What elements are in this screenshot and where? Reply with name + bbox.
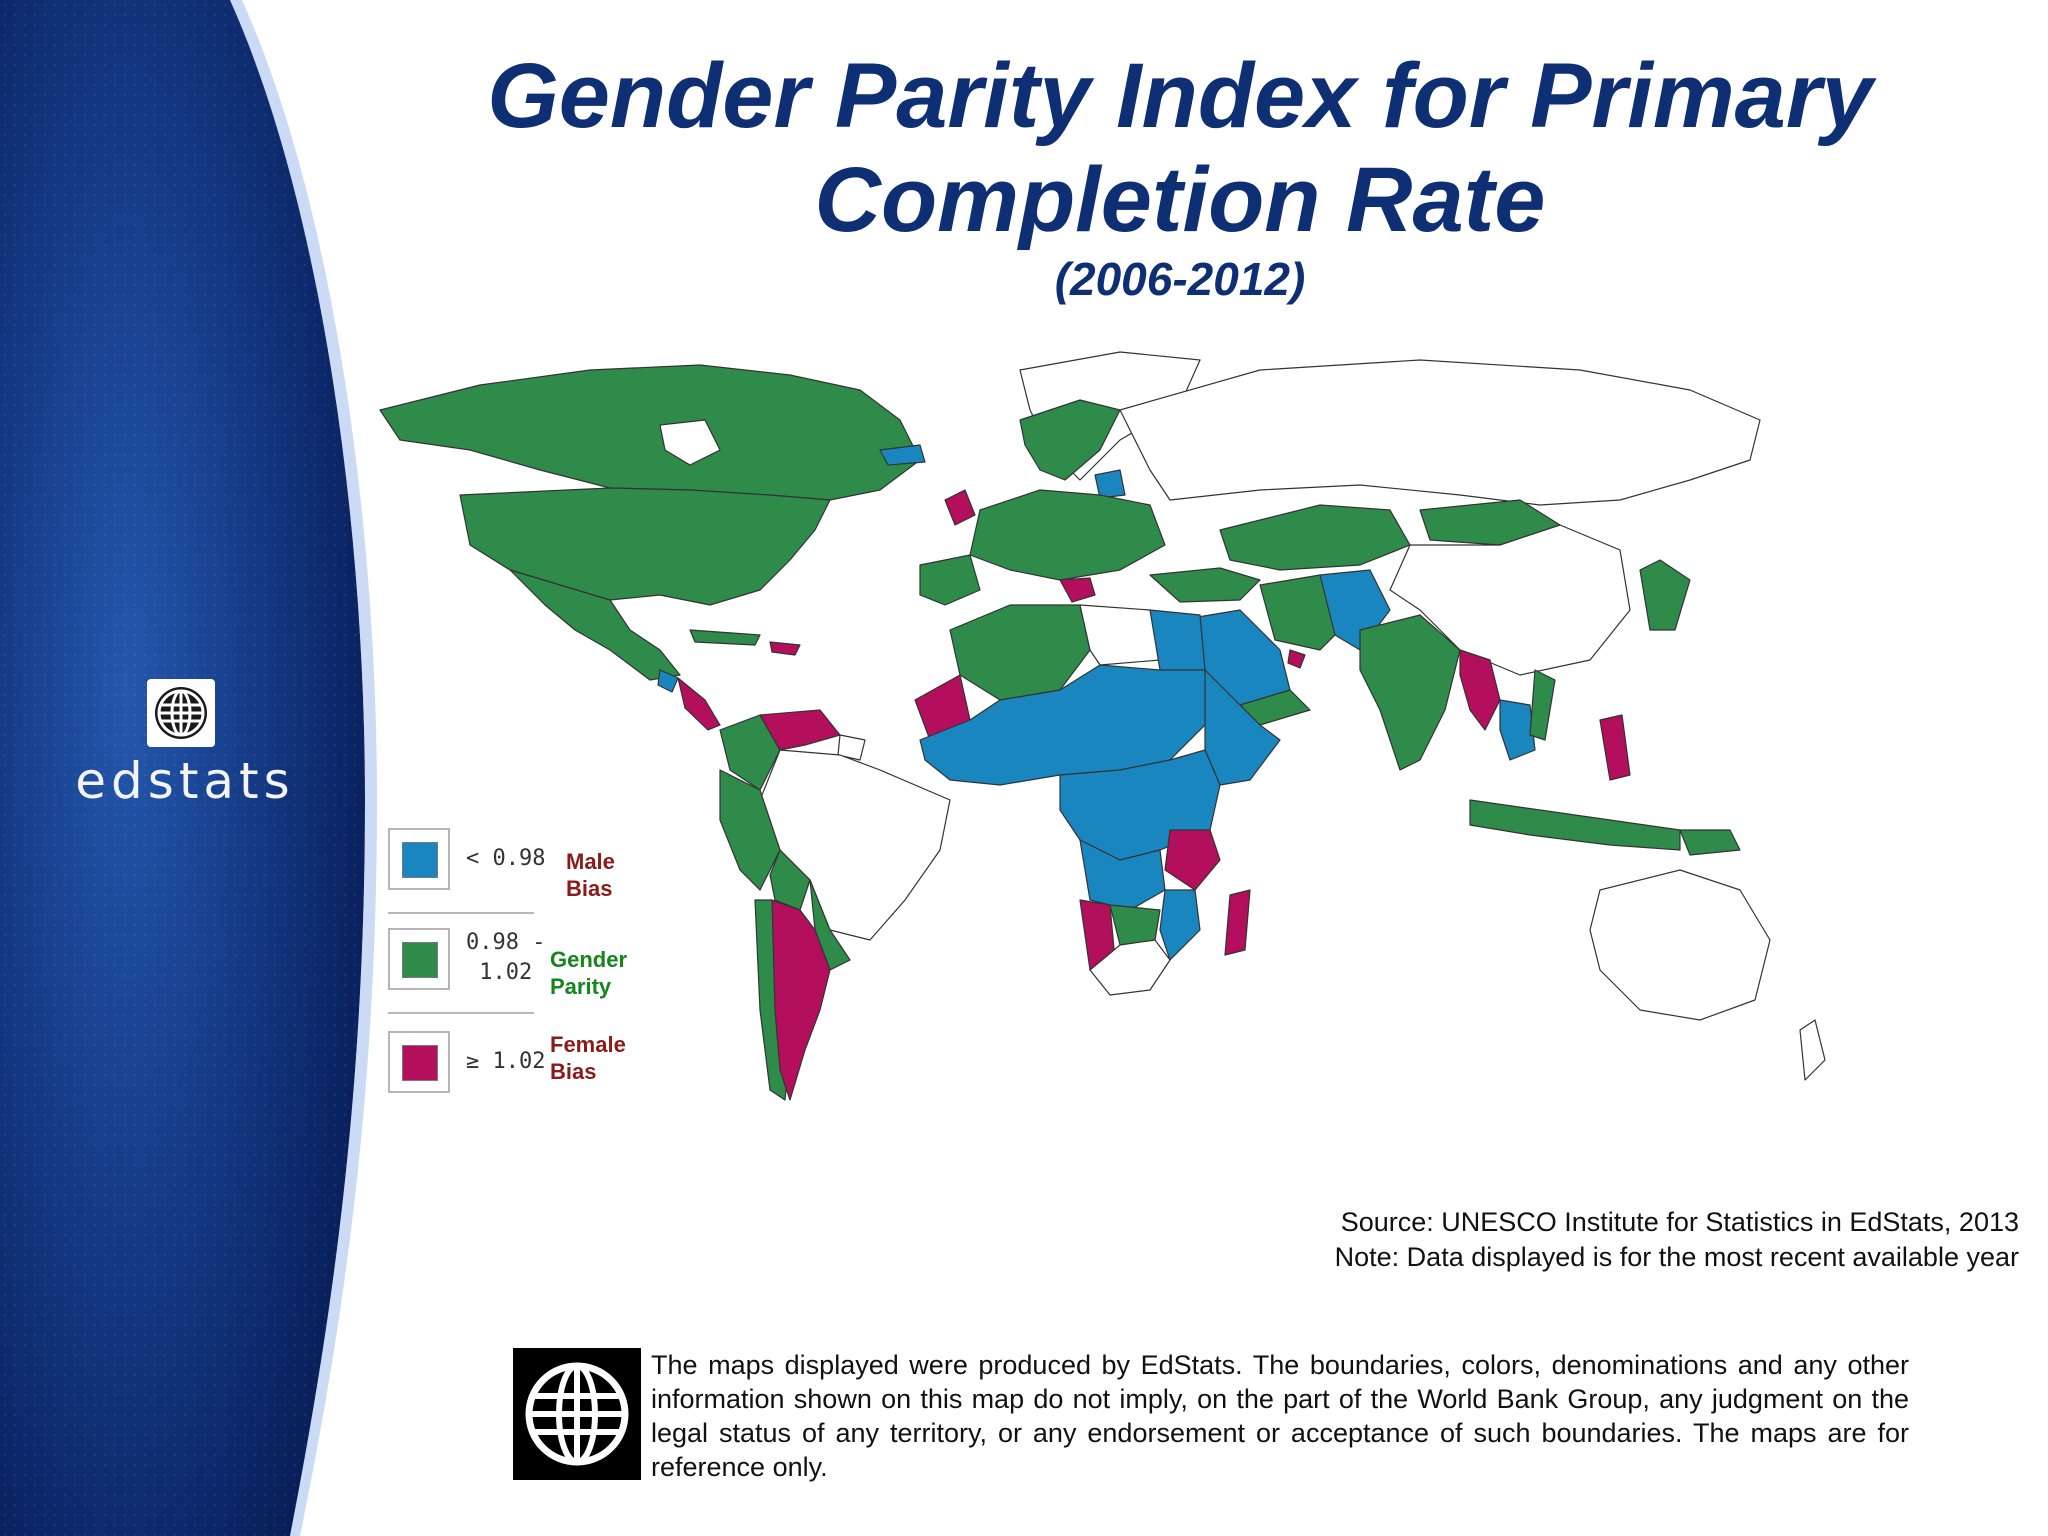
turkey-caucasus bbox=[1149, 567, 1261, 603]
legend-item-gender-parity: 0.98 - 1.02 Gender Parity bbox=[388, 928, 658, 1000]
madagascar bbox=[1224, 889, 1251, 956]
bangladesh-myanmar bbox=[1459, 649, 1501, 731]
world-bank-logo bbox=[513, 1348, 641, 1480]
legend-swatch-male-bias bbox=[388, 828, 450, 890]
legend-range-line2: 1.02 bbox=[479, 960, 533, 985]
legend-label-line2: Bias bbox=[566, 876, 613, 901]
guatemala bbox=[657, 669, 679, 693]
peru-ecuador bbox=[719, 769, 781, 891]
mexico bbox=[509, 569, 681, 681]
indonesia bbox=[1469, 799, 1681, 851]
legend-item-female-bias: ≥ 1.02 Female Bias bbox=[388, 1031, 658, 1101]
legend-divider bbox=[388, 912, 534, 914]
central-america bbox=[677, 677, 721, 731]
world-map bbox=[379, 351, 1826, 1101]
globe-icon bbox=[155, 687, 207, 739]
argentina bbox=[771, 899, 831, 1101]
north-africa-west bbox=[949, 604, 1091, 701]
legend-label-line1: Male bbox=[566, 849, 615, 874]
legend-label-line1: Female bbox=[550, 1032, 626, 1057]
ireland-uk bbox=[944, 489, 976, 526]
india bbox=[1359, 614, 1461, 771]
balkans bbox=[1059, 577, 1096, 603]
iceland bbox=[879, 444, 926, 466]
legend-item-male-bias: < 0.98 Male Bias bbox=[388, 828, 658, 901]
page-subtitle: (2006-2012) bbox=[1054, 253, 1306, 305]
legend-swatch-female-bias bbox=[388, 1031, 450, 1093]
east-africa bbox=[1164, 829, 1221, 891]
legend-color-male-bias bbox=[402, 842, 438, 878]
philippines bbox=[1599, 714, 1631, 781]
legend-range-male-bias: < 0.98 bbox=[466, 846, 546, 871]
kazakhstan bbox=[1219, 504, 1411, 571]
russia bbox=[1119, 359, 1761, 506]
iberia bbox=[919, 554, 981, 606]
legend-color-gender-parity bbox=[402, 942, 438, 978]
guianas bbox=[837, 734, 866, 761]
map-legend: < 0.98 Male Bias 0.98 - 1.02 Gender Pari… bbox=[388, 828, 658, 1108]
legend-swatch-gender-parity bbox=[388, 928, 450, 990]
vietnam bbox=[1529, 669, 1556, 741]
map-disclaimer: The maps displayed were produced by EdSt… bbox=[651, 1350, 1909, 1482]
legend-divider bbox=[388, 1012, 534, 1014]
source-note: Source: UNESCO Institute for Statistics … bbox=[1119, 1205, 2019, 1275]
mozambique bbox=[1159, 889, 1201, 961]
legend-color-female-bias bbox=[402, 1045, 438, 1081]
uae bbox=[1287, 649, 1306, 669]
world-bank-globe-icon bbox=[525, 1362, 629, 1466]
libya bbox=[1079, 604, 1161, 666]
legend-label-gender-parity: Gender Parity bbox=[550, 946, 627, 1000]
egypt bbox=[1149, 609, 1206, 671]
china bbox=[1389, 524, 1631, 676]
usa bbox=[459, 487, 831, 606]
korea-japan bbox=[1639, 559, 1691, 631]
hudson-bay bbox=[659, 419, 721, 466]
colombia bbox=[719, 714, 781, 791]
baltics bbox=[1094, 469, 1126, 499]
new-zealand bbox=[1799, 1019, 1826, 1081]
data-note-line: Note: Data displayed is for the most rec… bbox=[1334, 1242, 2019, 1272]
scandinavia bbox=[1019, 399, 1121, 481]
venezuela bbox=[759, 709, 841, 751]
europe-core bbox=[969, 489, 1166, 581]
legend-range-line1: 0.98 - bbox=[466, 930, 546, 955]
botswana-zimbabwe bbox=[1109, 904, 1161, 946]
legend-label-female-bias: Female Bias bbox=[550, 1031, 626, 1085]
cuba bbox=[689, 629, 761, 646]
source-line: Source: UNESCO Institute for Statistics … bbox=[1340, 1207, 2019, 1237]
thailand-cambodia bbox=[1499, 699, 1536, 761]
haiti-dr bbox=[769, 641, 801, 656]
paraguay-uruguay bbox=[809, 879, 851, 971]
legend-range-gender-parity: 0.98 - 1.02 bbox=[466, 928, 545, 988]
edstats-wordmark: edstats bbox=[75, 752, 295, 810]
edstats-logo-mark bbox=[147, 679, 215, 747]
papua bbox=[1679, 829, 1741, 856]
australia bbox=[1589, 869, 1771, 1021]
page-title: Gender Parity Index for Primary Completi… bbox=[487, 45, 1873, 251]
legend-label-line2: Bias bbox=[550, 1059, 597, 1084]
south-africa bbox=[1089, 939, 1171, 996]
legend-range-female-bias: ≥ 1.02 bbox=[466, 1049, 546, 1074]
legend-label-male-bias: Male Bias bbox=[566, 848, 615, 902]
legend-label-line2: Parity bbox=[550, 974, 612, 999]
canada bbox=[379, 364, 921, 501]
legend-label-line1: Gender bbox=[550, 947, 628, 972]
